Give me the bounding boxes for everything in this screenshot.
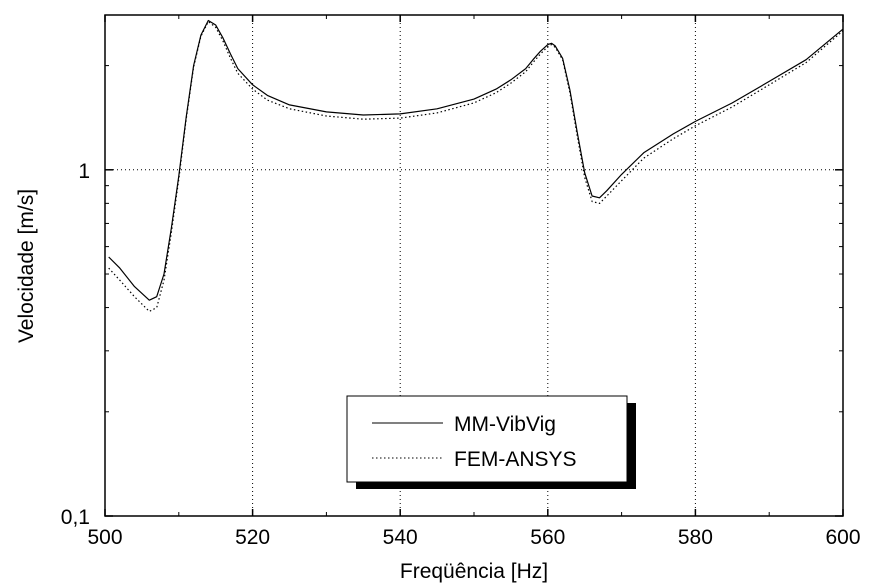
- x-tick-label: 580: [678, 526, 713, 549]
- grid: [105, 15, 843, 516]
- ticks: [104, 15, 844, 517]
- x-tick-label: 560: [530, 526, 565, 549]
- x-tick-label: 540: [383, 526, 418, 549]
- legend-label-mm-vibvig: MM-VibVig: [454, 413, 556, 436]
- y-tick-label: 0,1: [61, 506, 90, 529]
- legend-box: [346, 395, 628, 483]
- x-tick-label: 500: [87, 526, 122, 549]
- legend-label-fem-ansys: FEM-ANSYS: [454, 448, 577, 471]
- y-tick-label: 1: [78, 160, 90, 183]
- x-tick-label: 520: [235, 526, 270, 549]
- y-axis-title: Velocidade [m/s]: [15, 189, 38, 343]
- tick-labels: 500 520 540 560 580 600 0,1 1: [61, 160, 861, 549]
- series-group: [108, 19, 844, 312]
- x-tick-label: 600: [825, 526, 860, 549]
- x-axis-title: Freqüência [Hz]: [400, 560, 548, 583]
- legend: MM-VibVig FEM-ANSYS: [346, 395, 636, 489]
